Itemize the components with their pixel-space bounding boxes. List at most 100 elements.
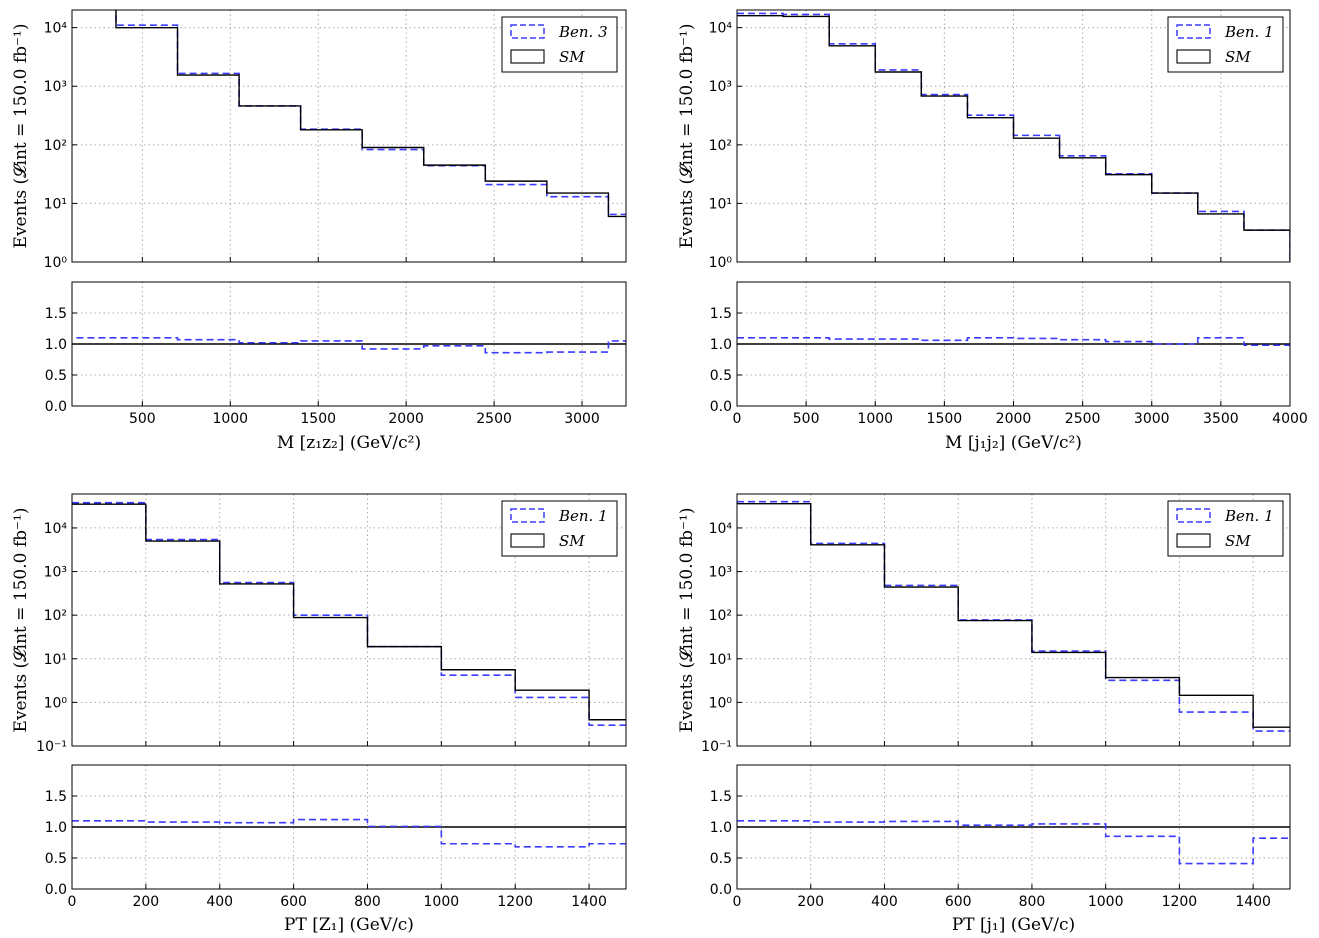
y-axis-label: Events (𝓛int = 150.0 fb⁻¹) <box>11 508 31 733</box>
x-tick-label: 1000 <box>1088 894 1124 910</box>
y-tick-label: 10⁻¹ <box>701 739 732 755</box>
ratio-y-tick-label: 0.0 <box>45 882 67 898</box>
x-tick-label: 0 <box>733 894 742 910</box>
legend-swatch <box>510 533 545 548</box>
x-axis-label: M [j₁j₂] (GeV/c²) <box>945 433 1082 453</box>
y-tick-label: 10² <box>44 138 67 154</box>
y-axis-label: Events (𝓛int = 150.0 fb⁻¹) <box>11 24 31 249</box>
chart-panel-3: 0 200 400 600 800 1000 1200 1400 10⁻¹ 10⁰ 10¹ 10² 10… <box>11 493 627 935</box>
ratio-y-tick-label: 0.0 <box>710 882 732 898</box>
ratio-benchmark-line <box>72 818 626 848</box>
x-tick-label: 1200 <box>497 894 533 910</box>
ratio-benchmark-line <box>737 337 1290 347</box>
ratio-y-tick-label: 0.5 <box>45 851 67 867</box>
ratio-y-tick-label: 1.5 <box>45 306 67 322</box>
x-tick-label: 2000 <box>996 411 1032 427</box>
ratio-y-tick-label: 1.5 <box>45 789 67 805</box>
y-tick-label: 10² <box>44 608 67 624</box>
x-tick-label: 2500 <box>476 411 512 427</box>
ratio-y-tick-label: 1.0 <box>710 820 732 836</box>
x-tick-label: 500 <box>793 411 820 427</box>
y-tick-label: 10⁰ <box>709 255 733 271</box>
legend-entry-label: SM <box>559 532 585 550</box>
y-tick-label: 10¹ <box>44 652 67 668</box>
x-tick-label: 1500 <box>927 411 963 427</box>
series-sm-line <box>72 503 626 721</box>
ratio-y-tick-label: 1.5 <box>710 789 732 805</box>
legend-swatch <box>510 49 545 64</box>
y-tick-label: 10⁴ <box>44 521 68 537</box>
x-tick-label: 200 <box>132 894 159 910</box>
main-axes-frame <box>71 9 627 263</box>
y-tick-label: 10³ <box>709 79 732 95</box>
ratio-y-tick-label: 0.5 <box>710 368 732 384</box>
x-tick-label: 1000 <box>857 411 893 427</box>
y-tick-label: 10¹ <box>44 196 67 212</box>
x-tick-label: 1400 <box>571 894 607 910</box>
y-tick-label: 10¹ <box>709 652 732 668</box>
legend-swatch <box>1176 49 1211 64</box>
x-tick-label: 400 <box>871 894 898 910</box>
y-tick-label: 10⁴ <box>44 21 68 37</box>
series-benchmark-line <box>115 10 626 216</box>
ratio-y-tick-label: 0.5 <box>710 851 732 867</box>
legend: Ben. 1 SM <box>501 500 618 557</box>
y-tick-label: 10⁴ <box>709 521 733 537</box>
x-tick-label: 1400 <box>1235 894 1271 910</box>
main-axes-frame <box>71 493 627 747</box>
x-tick-label: 3000 <box>564 411 600 427</box>
ratio-benchmark-line <box>737 820 1290 865</box>
x-tick-label: 800 <box>354 894 381 910</box>
series-sm-line <box>737 502 1290 728</box>
legend-swatch <box>510 24 545 39</box>
y-tick-label: 10³ <box>44 565 67 581</box>
x-tick-label: 200 <box>797 894 824 910</box>
ratio-y-tick-label: 1.0 <box>45 337 67 353</box>
y-tick-label: 10³ <box>44 79 67 95</box>
legend-entry-label: SM <box>559 48 585 66</box>
ratio-y-tick-label: 0.0 <box>45 399 67 415</box>
legend-entry-label: Ben. 3 <box>558 23 608 41</box>
x-tick-label: 0 <box>68 894 77 910</box>
legend-entry-label: Ben. 1 <box>1224 507 1274 525</box>
x-tick-label: 0 <box>733 411 742 427</box>
ratio-y-tick-label: 0.5 <box>45 368 67 384</box>
main-axes-frame <box>736 493 1291 747</box>
ratio-y-tick-label: 0.0 <box>710 399 732 415</box>
y-tick-label: 10³ <box>709 565 732 581</box>
ratio-benchmark-line <box>72 337 626 354</box>
x-tick-label: 1500 <box>300 411 336 427</box>
legend-entry-label: SM <box>1225 532 1251 550</box>
y-axis-label: Events (𝓛int = 150.0 fb⁻¹) <box>677 508 697 733</box>
x-tick-label: 1000 <box>424 894 460 910</box>
y-tick-label: 10⁰ <box>44 255 68 271</box>
x-tick-label: 4000 <box>1272 411 1308 427</box>
x-tick-label: 500 <box>129 411 156 427</box>
legend-entry-label: Ben. 1 <box>1224 23 1274 41</box>
y-tick-label: 10² <box>709 138 732 154</box>
series-sm-line <box>115 10 626 218</box>
x-axis-label: PT [Z₁] (GeV/c) <box>284 915 414 935</box>
chart-panel-1: 500 1000 1500 2000 2500 3000 10⁰ 10¹ 10² 10³ 10⁴ 0.… <box>11 9 627 453</box>
x-tick-label: 600 <box>280 894 307 910</box>
y-tick-label: 10⁰ <box>709 695 733 711</box>
y-tick-label: 10⁴ <box>709 21 733 37</box>
chart-panel-2: 0 500 1000 1500 2000 2500 3000 3500 4000 10⁰ 10¹ 10… <box>677 9 1308 453</box>
x-tick-label: 400 <box>206 894 233 910</box>
y-tick-label: 10¹ <box>709 196 732 212</box>
legend-swatch <box>1176 533 1211 548</box>
x-tick-label: 3500 <box>1203 411 1239 427</box>
x-axis-label: M [z₁z₂] (GeV/c²) <box>277 433 421 453</box>
legend: Ben. 1 SM <box>1167 16 1284 73</box>
y-tick-label: 10² <box>709 608 732 624</box>
legend-entry-label: Ben. 1 <box>558 507 608 525</box>
y-tick-label: 10⁰ <box>44 695 68 711</box>
x-tick-label: 800 <box>1019 894 1046 910</box>
x-axis-label: PT [j₁] (GeV/c) <box>952 915 1075 935</box>
chart-panel-4: 0 200 400 600 800 1000 1200 1400 10⁻¹ 10⁰ 10¹ 10² 10… <box>677 493 1291 935</box>
x-tick-label: 3000 <box>1134 411 1170 427</box>
y-tick-label: 10⁻¹ <box>36 739 67 755</box>
legend-swatch <box>1176 508 1211 523</box>
y-axis-label: Events (𝓛int = 150.0 fb⁻¹) <box>677 24 697 249</box>
